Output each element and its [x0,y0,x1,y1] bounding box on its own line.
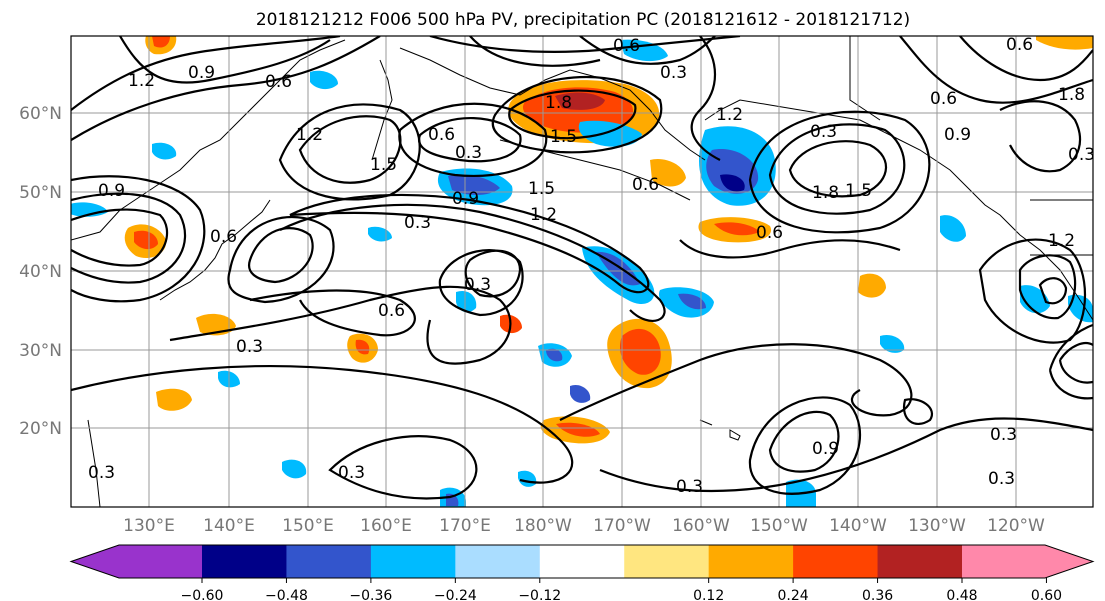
figure-title: 2018121212 F006 500 hPa PV, precipitatio… [256,10,910,30]
colorbar-tick-label: −0.12 [518,588,561,601]
contour-label: 0.6 [756,223,783,243]
contour-label: 0.9 [452,189,479,209]
contour-label: 1.2 [128,71,155,91]
contour-label: 0.9 [812,439,839,459]
colorbar-segment [455,545,541,578]
map-panel: 0.6 1.2 0.9 0.6 1.2 1.5 0.3 1.8 1.5 0.6 … [71,35,1095,507]
colorbar-segment [793,545,879,578]
colorbar-segment [71,545,202,578]
lon-label-160w: 160°W [672,516,730,536]
contour-label: 0.6 [632,175,659,195]
lon-label-180w: 180°W [514,516,572,536]
contour-label: 1.8 [1058,85,1085,105]
contour-label: 1.5 [845,181,872,201]
contour-label: 0.3 [1068,145,1095,165]
contour-label: 1.2 [1048,231,1075,251]
lon-label-130w: 130°W [908,516,966,536]
contour-label: 1.2 [530,205,557,225]
lon-label-130e: 130°E [123,516,175,536]
contour-label: 0.6 [210,227,237,247]
contour-label: 1.5 [528,179,555,199]
colorbar-tick-label: 0.48 [946,588,977,601]
colorbar-segment [624,545,710,578]
contour-label: 0.3 [464,275,491,295]
colorbar-segment [370,545,456,578]
colorbar-tick-label: 0.36 [862,588,893,601]
colorbar-tick-label: −0.24 [434,588,477,601]
contour-label: 0.3 [660,63,687,83]
contour-label: 0.3 [338,463,365,483]
lon-label-170e: 170°E [439,516,491,536]
contour-label: 0.6 [378,301,405,321]
colorbar-segment [962,545,1093,578]
colorbar-tick-label: −0.48 [265,588,308,601]
contour-label: 1.5 [550,127,577,147]
contour-label-group: 0.6 1.2 0.9 0.6 1.2 1.5 0.3 1.8 1.5 0.6 … [88,35,1095,497]
lat-label-30n: 30°N [19,341,62,361]
contour-label: 1.2 [716,105,743,125]
lon-label-120w: 120°W [987,516,1045,536]
precip-negative-patch-north-pacific [437,168,513,206]
contour-label: 0.6 [1006,35,1033,55]
contour-label: 0.3 [810,122,837,142]
pv-contours [71,36,1093,500]
graticule [71,36,1093,507]
colorbar-tick-label: −0.60 [181,588,224,601]
lon-label-150w: 150°W [750,516,808,536]
latitude-labels: 60°N 50°N 40°N 30°N 20°N [19,104,62,439]
lat-label-20n: 20°N [19,419,62,439]
contour-label: 0.9 [98,181,125,201]
precip-negative-patch-scattered [71,39,1093,507]
lon-label-160e: 160°E [360,516,412,536]
colorbar-segment [877,545,963,578]
contour-label: 0.6 [265,72,292,92]
contour-label: 0.3 [88,463,115,483]
colorbar: −0.60 −0.48 −0.36 −0.24 −0.12 0.12 0.24 0.36 0.4… [69,544,1095,601]
contour-label: 1.2 [296,125,323,145]
colorbar-segment [708,545,794,578]
lon-label-140w: 140°W [829,516,887,536]
contour-label: 0.3 [404,213,431,233]
colorbar-outline [69,544,1095,579]
contour-label: 0.3 [236,337,263,357]
colorbar-tick-label: −0.36 [349,588,392,601]
lon-label-170w: 170°W [593,516,651,536]
contour-label: 1.8 [812,183,839,203]
contour-label: 1.5 [370,155,397,175]
precip-positive-patch-central-pacific [607,318,672,389]
contour-label: 0.6 [930,89,957,109]
contour-label: 0.9 [188,63,215,83]
precip-positive-patch-east-pacific [145,36,1093,444]
colorbar-tick-label: 0.12 [693,588,724,601]
contour-label: 0.6 [428,125,455,145]
colorbar-tick-label: 0.60 [1031,588,1062,601]
contour-label: 0.6 [613,36,640,56]
contour-label: 0.3 [455,143,482,163]
lon-label-150e: 150°E [282,516,334,536]
lat-label-60n: 60°N [19,104,62,124]
colorbar-segment [286,545,372,578]
colorbar-tick-label: 0.24 [778,588,809,601]
colorbar-segment [202,545,287,578]
contour-label: 0.3 [676,477,703,497]
precip-positive-patch-japan [124,224,167,259]
contour-label: 1.8 [545,93,572,113]
colorbar-segment [539,545,625,578]
map-frame [70,35,1094,508]
contour-label: 0.3 [988,469,1015,489]
longitude-labels: 130°E 140°E 150°E 160°E 170°E 180°W 170°… [123,516,1045,536]
lon-label-140e: 140°E [203,516,255,536]
lat-label-50n: 50°N [19,183,62,203]
contour-label: 0.9 [944,125,971,145]
contour-label: 0.3 [990,425,1017,445]
lat-label-40n: 40°N [19,262,62,282]
